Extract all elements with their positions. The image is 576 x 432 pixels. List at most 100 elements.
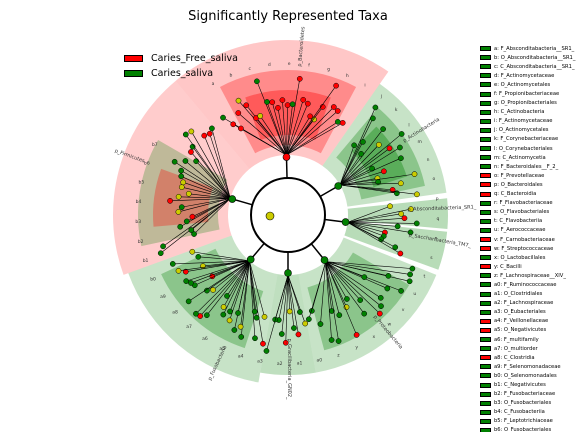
branch [287, 274, 295, 329]
ring-letter: r [435, 236, 437, 242]
branch [170, 198, 231, 202]
branch [285, 274, 289, 343]
branch [339, 107, 376, 186]
branch [191, 131, 231, 199]
key-label: y: C_Bacilli [494, 263, 522, 270]
branch [190, 260, 250, 284]
key-row: a8: C_Clostridia [480, 353, 576, 362]
key-row: k: F_Corynebacteriaceae [480, 135, 576, 144]
key-swatch [480, 46, 491, 52]
key-label: i: F_Actinomycetaceae [494, 118, 553, 125]
ring-letter: d [268, 62, 271, 68]
taxon-node [261, 313, 268, 320]
branch [339, 118, 374, 186]
key-label: a0: F_Ruminococcaceae [494, 281, 557, 288]
taxon-node [397, 144, 403, 151]
taxon-node [238, 125, 244, 132]
key-row: s: O_Flavobacteriales [480, 208, 576, 217]
ring-letter: a8 [172, 310, 178, 316]
branch [249, 260, 256, 339]
key-row: c: C_Absconditabacteria__SR1_ [480, 62, 576, 71]
taxon-node [295, 331, 302, 338]
key-row: a9: F_Selenomonadaceae [480, 362, 576, 371]
branch [339, 181, 379, 186]
key-label: b0: O_Selenomonadales [494, 372, 557, 379]
branch [339, 173, 415, 186]
ring-letter: f [308, 62, 310, 68]
ring-letter: a3 [257, 358, 263, 364]
ring-letter: b2 [138, 239, 144, 245]
branch [252, 242, 265, 258]
branch [259, 115, 287, 156]
key-row: b5: F_Leptotrichiaceae [480, 417, 576, 426]
taxon-node [220, 114, 226, 121]
branch [347, 217, 405, 223]
taxon-node [385, 273, 392, 279]
key-row: q: C_Bacteroidia [480, 190, 576, 199]
taxon-node [407, 271, 413, 278]
branch [325, 261, 333, 312]
key-swatch [480, 373, 491, 379]
key-label: x: O_Lactobacillales [494, 254, 546, 261]
key-row: a3: O_Eubacteriales [480, 308, 576, 317]
key-label: a9: F_Selenomonadaceae [494, 363, 561, 370]
branch [347, 222, 384, 237]
taxon-node [409, 265, 416, 272]
key-label: c: C_Absconditabacteria__SR1_ [494, 63, 575, 70]
key-row: a0: F_Ruminococcaceae [480, 280, 576, 289]
key-swatch [480, 418, 491, 424]
taxon-node [189, 213, 196, 220]
taxon-node [157, 250, 164, 257]
ring-letter: u [413, 292, 416, 297]
taxon-node [384, 285, 391, 292]
branch [255, 117, 287, 156]
branch [319, 186, 337, 198]
branch [188, 193, 231, 199]
clade-node [284, 269, 292, 277]
branch [325, 261, 365, 278]
taxon-node [282, 339, 289, 346]
branch [347, 222, 396, 248]
key-row: b: O_Absconditabacteria__SR1_ [480, 53, 576, 62]
key-label: e: O_Actinomycetales [494, 81, 551, 88]
branch [211, 128, 231, 199]
branch [339, 153, 362, 186]
key-label: w: F_Streptococcaceae [494, 245, 554, 252]
taxon-node [381, 168, 387, 175]
taxon-node [169, 261, 176, 267]
taxon-node [297, 309, 303, 315]
key-row: b6: O_Fusobacteriales [480, 426, 576, 432]
key-swatch [480, 82, 491, 88]
clade-sector [347, 198, 448, 229]
key-swatch [480, 355, 491, 361]
branch [223, 260, 250, 315]
taxon-node [178, 184, 185, 190]
taxon-node [171, 158, 178, 165]
ring-letter: e [288, 62, 291, 67]
key-label: b1: C_Negativicutes [494, 382, 546, 389]
branch [347, 222, 417, 224]
key-label: a8: C_Clostridia [494, 354, 535, 361]
taxon-node [220, 311, 227, 318]
taxon-node [182, 158, 189, 164]
legend-swatch-caries-free [124, 55, 143, 62]
branch [234, 199, 253, 206]
branch [194, 260, 250, 286]
taxon-node [278, 331, 285, 337]
taxon-node [397, 250, 404, 257]
branch [347, 222, 398, 227]
key-swatch [480, 136, 491, 142]
branch [256, 81, 287, 156]
key-row: w: F_Streptococcaceae [480, 244, 576, 253]
branch [266, 274, 289, 352]
taxon-node [377, 294, 384, 301]
key-row: i: F_Actinomycetaceae [480, 117, 576, 126]
taxon-node [286, 308, 293, 315]
branch [212, 260, 250, 291]
clade-label: p_Gracilibacteria_GN02_ [286, 338, 292, 400]
taxon-node [231, 327, 238, 333]
key-row: m: C_Actinomycetia [480, 153, 576, 162]
branch [181, 198, 231, 208]
key-label: a6: F_multifamily [494, 336, 539, 343]
branch [191, 198, 231, 231]
